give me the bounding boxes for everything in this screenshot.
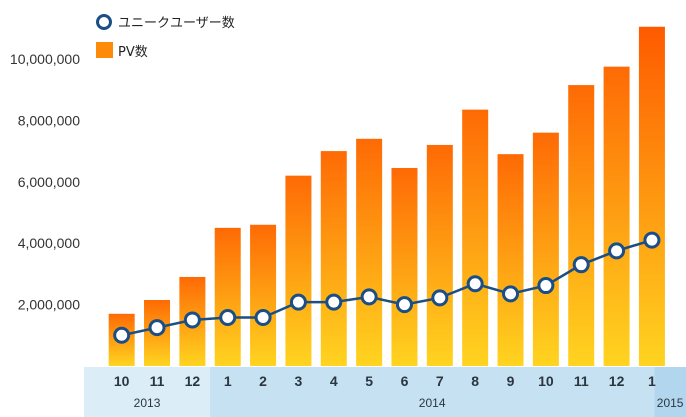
- y-tick-label: 10,000,000: [10, 51, 80, 67]
- y-tick-label: 8,000,000: [18, 112, 80, 128]
- pv-bar: [462, 109, 489, 366]
- legend-uu-marker: [96, 14, 112, 30]
- x-tick-label: 11: [574, 373, 589, 389]
- x-tick-label: 12: [609, 373, 625, 389]
- x-axis-band: 2013 2014 2015: [84, 367, 686, 417]
- pv-bar: [426, 144, 453, 366]
- x-tick-label: 8: [471, 373, 479, 389]
- pv-bar: [391, 167, 418, 366]
- x-tick-label: 10: [538, 373, 554, 389]
- uu-point: [148, 319, 166, 337]
- pv-bars: [108, 26, 665, 367]
- uu-point: [395, 296, 413, 314]
- x-tick-label: 6: [401, 373, 409, 389]
- legend: ユニークユーザー数 PV数: [96, 14, 235, 60]
- uu-point: [572, 256, 590, 274]
- y-tick-label: 4,000,000: [18, 235, 80, 251]
- legend-pv-swatch: [96, 42, 113, 58]
- x-axis-categories: 10 11 12 1 2 3 4 5 6 7 8 9 10 11 12 1: [114, 373, 656, 389]
- x-tick-label: 11: [150, 373, 165, 389]
- x-tick-label: 3: [295, 373, 303, 389]
- pv-bar: [356, 138, 383, 366]
- x-tick-label: 1: [224, 373, 232, 389]
- x-tick-label: 7: [436, 373, 444, 389]
- pv-bar: [532, 132, 559, 366]
- uu-point: [325, 293, 343, 311]
- x-tick-label: 2: [259, 373, 267, 389]
- y-tick-label: 2,000,000: [18, 297, 80, 313]
- uu-point: [502, 285, 520, 303]
- pv-bar: [497, 154, 524, 366]
- pv-bar: [320, 151, 347, 366]
- pv-bar: [250, 224, 277, 366]
- uu-point: [643, 231, 661, 249]
- x-year-label: 2013: [134, 396, 161, 410]
- pv-bar: [603, 66, 630, 366]
- x-tick-label: 10: [114, 373, 130, 389]
- y-tick-label: 6,000,000: [18, 174, 80, 190]
- uu-point: [608, 242, 626, 260]
- x-year-label: 2015: [657, 396, 684, 410]
- legend-uu-label: ユニークユーザー数: [118, 16, 235, 31]
- x-tick-label: 9: [507, 373, 515, 389]
- uu-point: [113, 326, 131, 344]
- x-tick-label: 1: [648, 373, 656, 389]
- x-tick-label: 12: [185, 373, 201, 389]
- pv-bar: [285, 175, 312, 366]
- pv-bar: [568, 85, 595, 366]
- uu-point: [254, 308, 272, 326]
- x-year-label: 2014: [419, 396, 446, 410]
- uu-line: [113, 231, 661, 344]
- uu-point: [360, 288, 378, 306]
- uu-point: [466, 275, 484, 293]
- uu-point: [431, 289, 449, 307]
- x-tick-label: 5: [365, 373, 373, 389]
- legend-pv-label: PV数: [118, 45, 148, 60]
- axis-band-2013: [84, 367, 211, 417]
- pv-bar: [214, 227, 241, 366]
- uu-point: [537, 277, 555, 295]
- axis-band-2015: [654, 367, 686, 417]
- pv-bar: [638, 26, 665, 367]
- x-tick-label: 4: [330, 373, 338, 389]
- uu-point: [219, 308, 237, 326]
- uu-point: [183, 311, 201, 329]
- uu-line-path: [121, 238, 653, 337]
- uu-point: [289, 293, 307, 311]
- y-axis-ticks: 2,000,000 4,000,000 6,000,000 8,000,000 10,0…: [10, 51, 80, 313]
- axis-band-2014: [210, 367, 655, 417]
